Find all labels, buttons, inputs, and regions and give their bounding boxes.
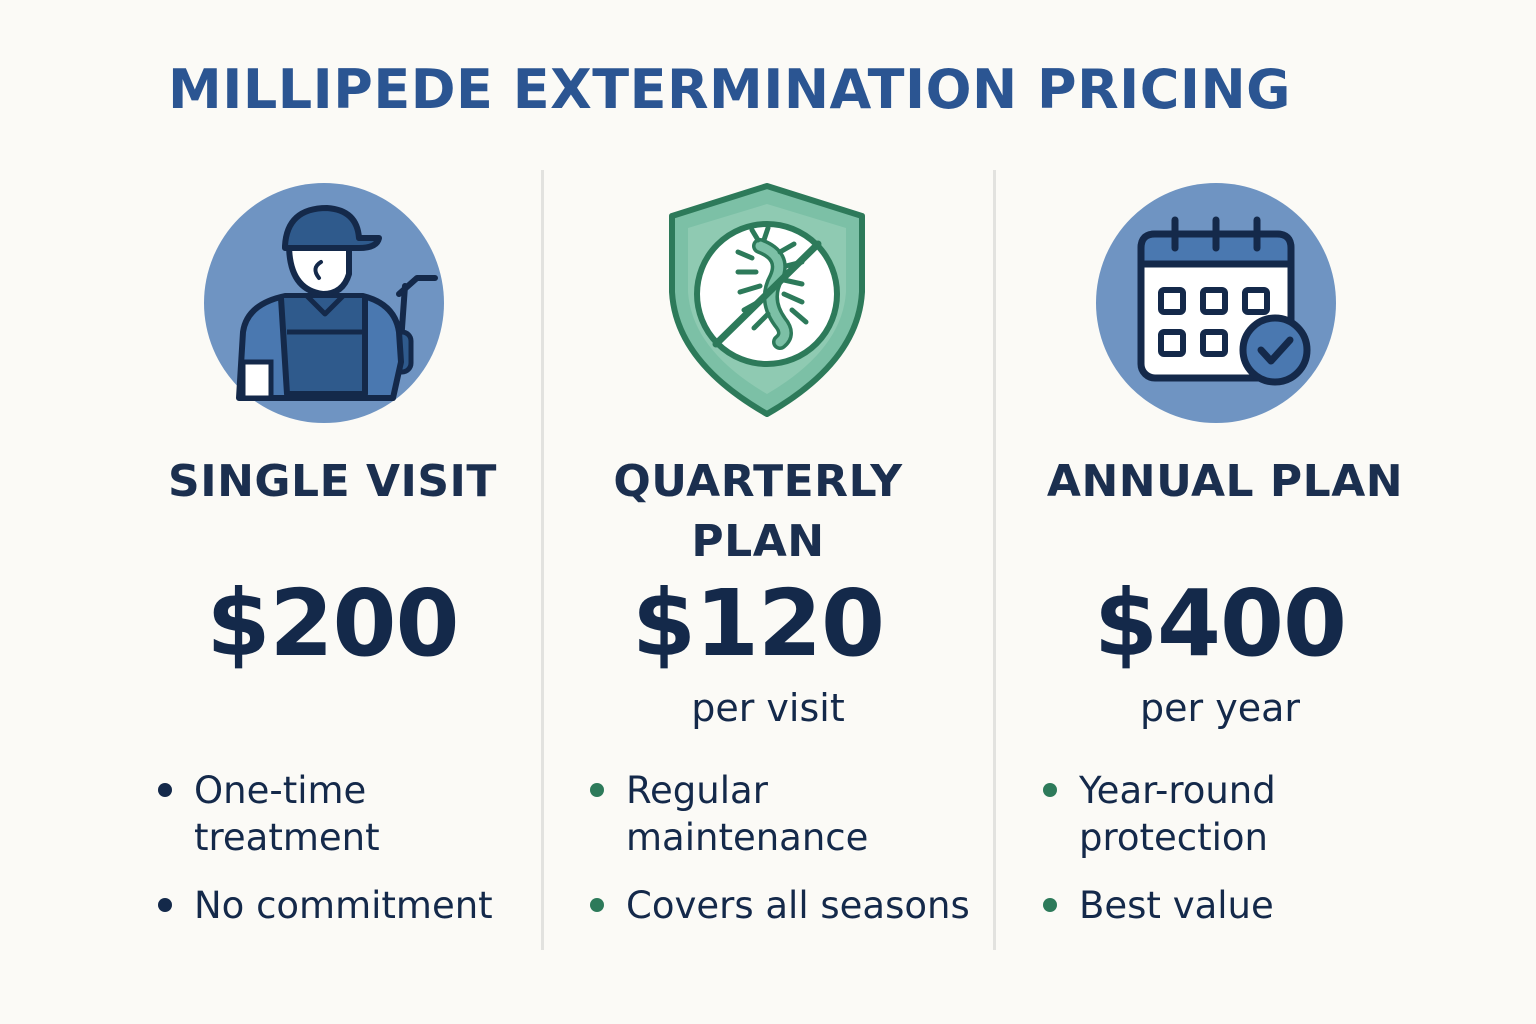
bullet-icon (590, 783, 604, 797)
feature-text: Regular maintenance (626, 769, 869, 859)
plan-name: ANNUAL PLAN (1046, 456, 1404, 507)
plan-price: $400 (1093, 570, 1347, 677)
feature-text: No commitment (194, 884, 493, 927)
column-divider-1 (541, 170, 544, 950)
price-unit: per year (1140, 686, 1300, 730)
bullet-icon (158, 783, 172, 797)
bullet-icon (590, 898, 604, 912)
feature-text: Covers all seasons (626, 884, 970, 927)
feature-list: One-time treatment No commitment (158, 767, 538, 950)
feature-list: Regular maintenance Covers all seasons (590, 767, 990, 950)
plan-name: QUARTERLY PLAN (613, 456, 903, 567)
page-title: MILLIPEDE EXTERMINATION PRICING (168, 58, 1291, 121)
shield-no-bug-icon (668, 182, 866, 422)
bullet-icon (158, 898, 172, 912)
list-item: Year-round protection (1043, 767, 1463, 861)
feature-list: Year-round protection Best value (1043, 767, 1463, 950)
calendar-check-icon (1095, 182, 1337, 428)
bullet-icon (1043, 783, 1057, 797)
plan-name: SINGLE VISIT (168, 456, 497, 507)
list-item: Covers all seasons (590, 882, 990, 929)
list-item: No commitment (158, 882, 538, 929)
list-item: One-time treatment (158, 767, 538, 861)
feature-text: Year-round protection (1079, 769, 1276, 859)
price-unit: per visit (691, 686, 845, 730)
plan-price: $200 (206, 570, 459, 677)
technician-icon (203, 182, 445, 428)
feature-text: One-time treatment (194, 769, 380, 859)
plan-price: $120 (631, 570, 885, 677)
list-item: Best value (1043, 882, 1463, 929)
bullet-icon (1043, 898, 1057, 912)
feature-text: Best value (1079, 884, 1274, 927)
column-divider-2 (993, 170, 996, 950)
list-item: Regular maintenance (590, 767, 990, 861)
